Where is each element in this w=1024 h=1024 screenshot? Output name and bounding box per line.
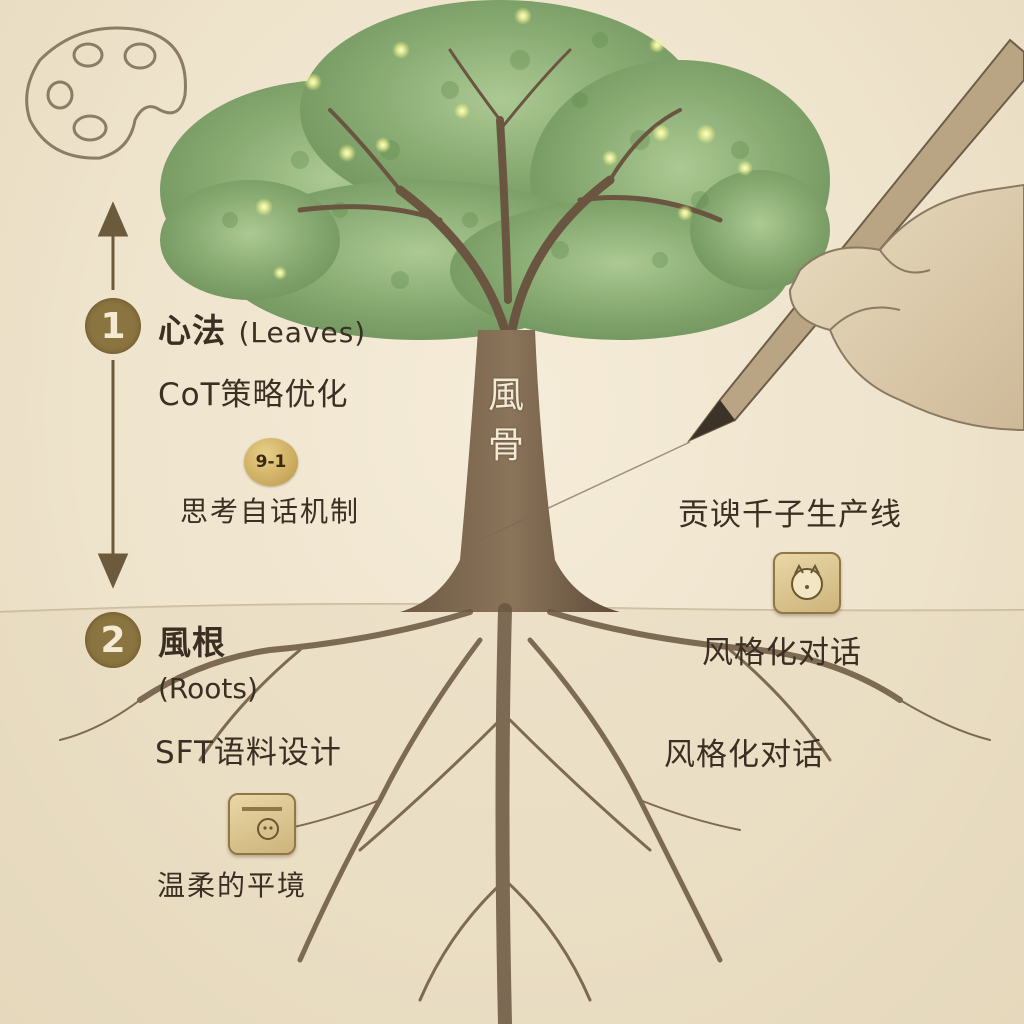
trunk-label-bottom: 骨	[488, 425, 525, 466]
note-tile-icon	[228, 793, 296, 855]
right-item-production: 贡谀千子生产线	[678, 497, 902, 533]
right-item-style-2: 风格化对话	[664, 737, 824, 773]
double-arrow	[97, 201, 129, 589]
right-item-style-1: 风格化对话	[702, 635, 862, 671]
face-tile-icon	[773, 552, 841, 614]
trunk-label-top: 風	[488, 375, 525, 416]
step-2-subtitle: (Roots)	[158, 672, 258, 705]
step-2-item-gentle: 温柔的平境	[157, 869, 308, 902]
step-1-badge: 1	[85, 298, 141, 354]
step-2-badge: 2	[85, 612, 141, 668]
step-2-title: 風根	[158, 623, 226, 662]
step-1-subtitle: (Leaves)	[238, 316, 367, 349]
fireflies	[255, 7, 753, 280]
arrow-up-icon	[97, 201, 129, 237]
step-1-item-cot: CoT策略优化	[158, 377, 349, 413]
trunk	[400, 330, 620, 612]
palette-icon	[25, 26, 187, 160]
hand	[788, 183, 1024, 432]
hand-with-pencil	[479, 38, 1024, 541]
face-tile-glyph	[791, 563, 823, 600]
step-1-title-text: 心法	[158, 311, 226, 350]
note-tile-glyph	[242, 807, 282, 840]
step-2-item-sft: SFT语料设计	[155, 735, 342, 771]
arrow-down-icon	[97, 553, 129, 589]
coin-icon: 9-1	[244, 438, 298, 486]
ground-shade	[0, 604, 1024, 1024]
step-1-title: 心法 (Leaves)	[158, 314, 366, 347]
branches	[297, 48, 723, 335]
step-1-item-thinking: 思考自话机制	[180, 495, 361, 528]
roots	[59, 603, 991, 1024]
canopy	[160, 0, 830, 340]
